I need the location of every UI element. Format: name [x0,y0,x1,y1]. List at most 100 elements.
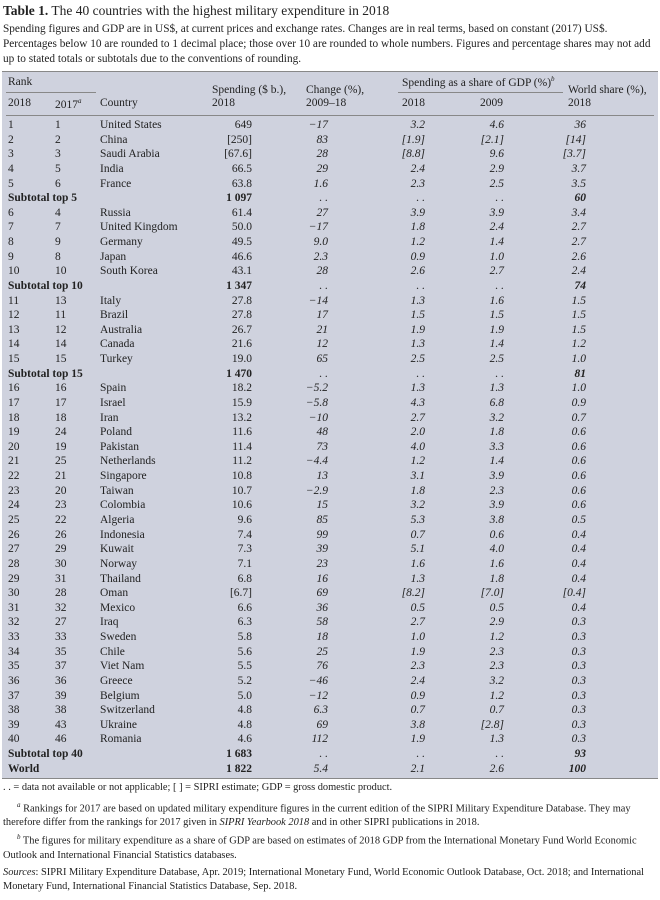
gdp-2009-cell: . . [495,367,504,380]
rank-2017-cell: 9 [55,236,61,249]
rank-2018-cell: 31 [8,601,20,614]
change-cell: 1.6 [313,177,328,190]
world-share-cell: [0.4] [562,587,586,600]
country-cell: Ukraine [100,718,138,731]
table-row: 24 23 Colombia 10.6 15 3.2 3.9 0.6 [2,499,658,514]
spending-cell: 13.2 [231,411,252,424]
change-cell: −4.4 [305,455,328,468]
rank-2017-cell: 32 [55,601,67,614]
change-cell: 27 [316,206,329,219]
spending-cell: 27.8 [231,309,252,322]
country-cell: China [100,133,128,146]
gdp-2009-cell: 1.3 [489,382,504,395]
row-label: Subtotal top 40 [8,748,83,761]
subtotal-row: World 1 822 5.4 2.1 2.6 100 [2,763,658,778]
table-row: 14 14 Canada 21.6 12 1.3 1.4 1.2 [2,338,658,353]
gdp-2009-cell: [2.1] [480,133,504,146]
table-notes: . . = data not available or not applicab… [3,781,657,897]
gdp-2009-cell: . . [495,279,504,292]
spending-cell: 1 822 [226,762,252,775]
rank-2018-cell: 24 [8,499,20,512]
rank-2018-cell: 35 [8,660,20,673]
country-cell: Netherlands [100,455,156,468]
country-cell: Russia [100,206,131,219]
row-label: Subtotal top 5 [8,192,78,205]
gdp-2009-cell: 3.9 [489,499,504,512]
table-row: 27 29 Kuwait 7.3 39 5.1 4.0 0.4 [2,543,658,558]
change-cell: 13 [316,470,329,483]
rank-2018-cell: 26 [8,528,20,541]
table-row: 4 5 India 66.5 29 2.4 2.9 3.7 [2,163,658,178]
change-cell: . . [319,367,328,380]
rank-2017-cell: 16 [55,382,67,395]
country-cell: Thailand [100,572,141,585]
rank-2018-cell: 29 [8,572,20,585]
gdp-2018-cell: 1.9 [410,733,425,746]
gdp-2018-cell: 0.9 [410,250,425,263]
note-legend: . . = data not available or not applicab… [3,782,393,793]
rank-2017-cell: 3 [55,148,61,161]
rank-2018-cell: 1 [8,119,14,131]
gdp-2009-cell: 2.5 [489,177,504,190]
change-cell: 48 [316,426,329,439]
country-cell: United Kingdom [100,221,178,234]
world-share-cell: 0.3 [571,733,586,746]
header-change-period: 2009–18 [306,97,347,109]
gdp-2009-cell: [2.8] [480,718,504,731]
change-cell: 9.0 [313,236,328,249]
table-row: 22 21 Singapore 10.8 13 3.1 3.9 0.6 [2,470,658,485]
world-share-cell: 0.3 [571,631,586,644]
gdp-2018-cell: 3.9 [410,206,425,219]
gdp-2018-cell: 5.1 [410,543,425,556]
rank-2018-cell: 22 [8,470,20,483]
gdp-2018-cell: 2.4 [410,162,425,175]
gdp-2018-cell: 1.3 [410,572,425,585]
table-row: 25 22 Algeria 9.6 85 5.3 3.8 0.5 [2,514,658,529]
world-share-cell: 0.6 [571,470,586,483]
country-cell: Poland [100,426,132,439]
change-cell: −12 [308,689,328,702]
change-cell: 69 [316,718,329,731]
spending-cell: 5.6 [237,645,252,658]
rank-2018-cell: 9 [8,250,14,263]
header-country: Country [100,97,138,109]
gdp-2018-cell: 1.3 [410,382,425,395]
header-gdp-2009: 2009 [480,97,503,109]
change-cell: 12 [316,338,329,351]
row-label: Subtotal top 15 [8,367,83,380]
spending-cell: 21.6 [231,338,252,351]
table-row: 35 37 Viet Nam 5.5 76 2.3 2.3 0.3 [2,660,658,675]
gdp-2009-cell: 0.6 [489,528,504,541]
country-cell: Switzerland [100,704,155,717]
gdp-2009-cell: 2.3 [489,660,504,673]
rank-2017-cell: 19 [55,440,67,453]
spending-cell: 4.6 [237,733,252,746]
rank-rule [6,92,96,93]
gdp-2018-cell: 1.2 [410,236,425,249]
rank-2017-cell: 6 [55,177,61,190]
spending-cell: 10.6 [231,499,252,512]
gdp-2018-cell: 2.0 [410,426,425,439]
table-row: 12 11 Brazil 27.8 17 1.5 1.5 1.5 [2,309,658,324]
country-cell: Viet Nam [100,660,145,673]
table-row: 39 43 Ukraine 4.8 69 3.8 [2.8] 0.3 [2,719,658,734]
spending-cell: [6.7] [229,587,252,600]
gdp-2018-cell: 1.8 [410,484,425,497]
gdp-2009-cell: 2.9 [489,616,504,629]
table-row: 26 26 Indonesia 7.4 99 0.7 0.6 0.4 [2,529,658,544]
spending-cell: 49.5 [231,236,252,249]
gdp-2018-cell: 0.5 [410,601,425,614]
gdp-2018-cell: 1.8 [410,221,425,234]
country-cell: United States [100,119,162,131]
world-share-cell: 0.3 [571,616,586,629]
world-share-cell: 1.0 [571,382,586,395]
change-cell: 28 [316,148,329,161]
country-cell: Iran [100,411,119,424]
spending-cell: 43.1 [231,265,252,278]
rank-2018-cell: 33 [8,631,20,644]
rank-2017-cell: 10 [55,265,67,278]
table-row: 17 17 Israel 15.9 −5.8 4.3 6.8 0.9 [2,397,658,412]
rank-2017-cell: 4 [55,206,61,219]
country-cell: Indonesia [100,528,145,541]
gdp-2009-cell: 3.2 [489,674,504,687]
